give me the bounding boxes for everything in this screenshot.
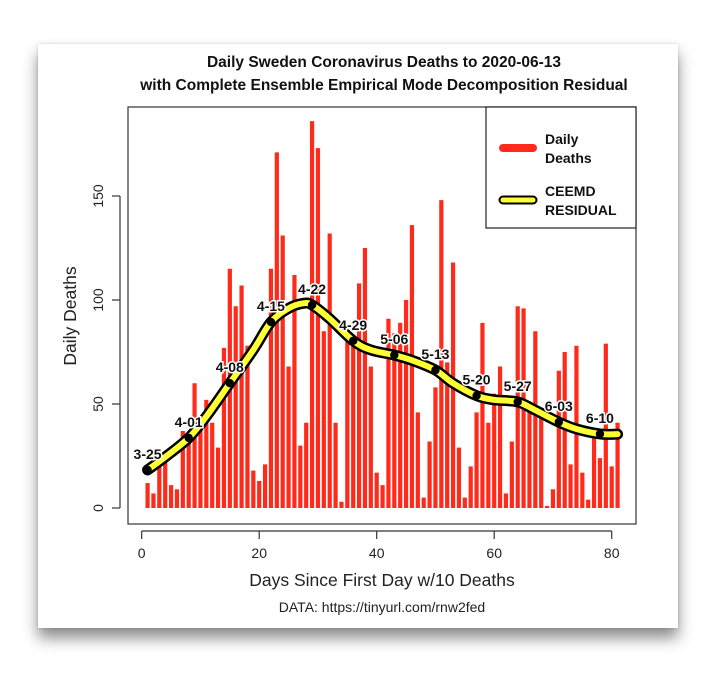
chart-subtitle: with Complete Ensemble Empirical Mode De… [139, 77, 627, 94]
date-label-6-10: 6-10 [586, 410, 614, 426]
x-tick-label-60: 60 [486, 545, 502, 561]
date-marker-5-13 [431, 365, 440, 375]
date-label-4-08: 4-08 [216, 359, 244, 375]
date-label-6-03: 6-03 [545, 398, 573, 414]
date-label-4-29: 4-29 [339, 317, 367, 333]
x-tick-label-80: 80 [604, 545, 620, 561]
date-label-4-15: 4-15 [257, 298, 285, 314]
x-axis: 0 20 40 60 80 [138, 530, 620, 561]
date-marker-4-08 [225, 379, 235, 388]
legend-label-daily-deaths-2: Deaths [545, 150, 592, 166]
legend-label-daily-deaths-1: Daily [545, 131, 579, 147]
date-annotations: 3-25 4-01 4-08 4-15 4-22 4-29 5-06 5-13 5-20 5-27… [132, 279, 616, 475]
y-axis-label: Daily Deaths [60, 266, 80, 365]
date-label-4-01: 4-01 [175, 414, 203, 430]
date-marker-5-06 [390, 350, 399, 360]
legend-box [485, 106, 637, 229]
date-label-5-13: 5-13 [421, 346, 449, 362]
x-tick-label-20: 20 [251, 545, 267, 561]
legend-label-ceemd-2: RESIDUAL [545, 202, 617, 218]
y-tick-label-100: 100 [90, 288, 106, 312]
x-tick-label-40: 40 [369, 545, 385, 561]
x-axis-label: Days Since First Day w/10 Deaths [249, 570, 515, 590]
y-axis: 0 50 100 150 [90, 184, 121, 512]
date-marker-4-22 [307, 300, 317, 310]
plot-frame [127, 106, 637, 525]
date-marker-6-03 [554, 417, 564, 427]
y-tick-label-150: 150 [90, 184, 106, 208]
date-marker-4-01 [184, 433, 193, 443]
y-tick-label-0: 0 [90, 504, 106, 512]
legend-label-ceemd-1: CEEMD [545, 183, 596, 199]
date-label-5-06: 5-06 [380, 331, 408, 347]
residual-outline [142, 297, 624, 476]
date-marker-6-10 [595, 429, 605, 439]
chart-title: Daily Sweden Coronavirus Deaths to 2020-… [207, 54, 561, 71]
date-label-4-22: 4-22 [298, 281, 326, 297]
date-marker-5-27 [513, 397, 522, 407]
date-label-3-25: 3-25 [134, 446, 162, 462]
date-marker-4-29 [349, 336, 358, 345]
date-label-5-27: 5-27 [504, 378, 532, 394]
residual-line [144, 299, 621, 473]
y-tick-label-50: 50 [90, 396, 106, 412]
legend: Daily Deaths CEEMD RESIDUAL [485, 106, 637, 229]
date-label-5-20: 5-20 [463, 372, 491, 388]
data-source-note: DATA: https://tinyurl.com/rnw2fed [279, 599, 485, 615]
residual-layer [142, 297, 624, 476]
date-marker-3-25 [143, 465, 152, 475]
x-tick-label-0: 0 [138, 545, 146, 561]
date-marker-5-20 [472, 391, 481, 400]
date-marker-4-15 [266, 317, 276, 327]
